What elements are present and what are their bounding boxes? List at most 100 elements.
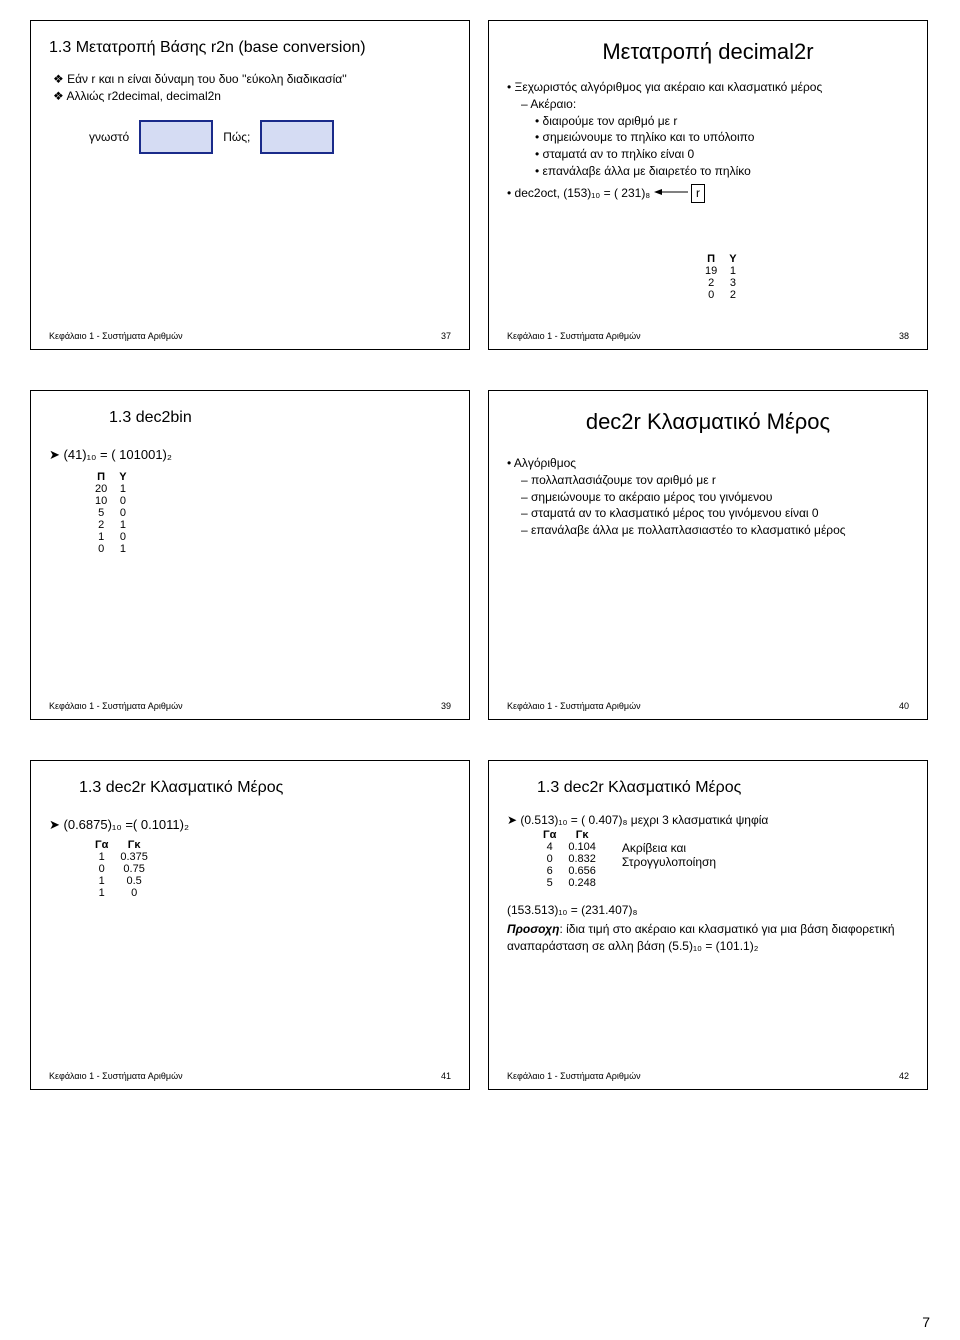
dash-item: σημειώνουμε το ακέραιο μέρος του γινόμεν… bbox=[521, 489, 909, 506]
blue-box bbox=[139, 120, 213, 154]
warn-text: : ίδια τιμή στο ακέραιο και κλασματικό γ… bbox=[507, 922, 895, 953]
cell: 0.832 bbox=[562, 853, 602, 865]
slide-number: 41 bbox=[441, 1071, 451, 1081]
footer-text: Κεφάλαιο 1 - Συστήματα Αριθμών bbox=[49, 1071, 183, 1081]
bullet-list: Αλγόριθμος bbox=[507, 455, 909, 472]
cell: 2 bbox=[89, 519, 113, 531]
dash-item: πολλαπλασιάζουμε τον αριθμό με r bbox=[521, 472, 909, 489]
col-header: Γα bbox=[89, 839, 114, 851]
division-table: ΠΥ 191 23 02 bbox=[699, 253, 743, 301]
col-header: Γκ bbox=[114, 839, 154, 851]
slide-number: 42 bbox=[899, 1071, 909, 1081]
row-1: 1.3 Μετατροπή Βάσης r2n (base conversion… bbox=[30, 20, 930, 350]
sub-list: διαιρούμε τον αριθμό με r σημειώνουμε το… bbox=[535, 113, 909, 180]
row-3: 1.3 dec2r Κλασματικό Μέρος ➤ (0.6875)₁₀ … bbox=[30, 760, 930, 1090]
col-header: Π bbox=[699, 253, 723, 265]
cell: 0 bbox=[537, 853, 562, 865]
sub-item: σταματά αν το πηλίκο είναι 0 bbox=[535, 146, 909, 163]
slide-41: 1.3 dec2r Κλασματικό Μέρος ➤ (0.6875)₁₀ … bbox=[30, 760, 470, 1090]
dash-list: Ακέραιο: bbox=[521, 96, 909, 113]
cell: 0.104 bbox=[562, 841, 602, 853]
table-side-wrap: ΓαΓκ 40.104 00.832 60.656 50.248 Ακρίβει… bbox=[507, 827, 909, 889]
cell: 19 bbox=[699, 265, 723, 277]
division-table: ΠΥ 201 100 50 21 10 01 bbox=[89, 471, 133, 555]
col-header: Υ bbox=[723, 253, 742, 265]
bullet-item: Αλλιώς r2decimal, decimal2n bbox=[53, 88, 451, 105]
row-2: 1.3 dec2bin ➤ (41)₁₀ = ( 101001)₂ ΠΥ 201… bbox=[30, 390, 930, 720]
slide-footer: Κεφάλαιο 1 - Συστήματα Αριθμών 38 bbox=[507, 331, 909, 341]
dash-item: Ακέραιο: bbox=[521, 96, 909, 113]
cell: 0 bbox=[89, 863, 114, 875]
slide-footer: Κεφάλαιο 1 - Συστήματα Αριθμών 42 bbox=[507, 1071, 909, 1081]
cell: 5 bbox=[89, 507, 113, 519]
cell: 20 bbox=[89, 483, 113, 495]
col-header: Γα bbox=[537, 829, 562, 841]
cell: 10 bbox=[89, 495, 113, 507]
expr-text: (41)₁₀ = ( 101001)₂ bbox=[64, 447, 172, 462]
cell: 4 bbox=[537, 841, 562, 853]
expr-text: dec2oct, (153)₁₀ = ( 231)₈ bbox=[515, 186, 651, 200]
slide-number: 37 bbox=[441, 331, 451, 341]
cell: 0.375 bbox=[114, 851, 154, 863]
how-label: Πώς; bbox=[223, 130, 250, 144]
footer-text: Κεφάλαιο 1 - Συστήματα Αριθμών bbox=[507, 331, 641, 341]
footer-text: Κεφάλαιο 1 - Συστήματα Αριθμών bbox=[507, 1071, 641, 1081]
dash-item: επανάλαβε άλλα με πολλαπλασιαστέο το κλα… bbox=[521, 522, 909, 539]
cell: 2 bbox=[699, 277, 723, 289]
slide-footer: Κεφάλαιο 1 - Συστήματα Αριθμών 40 bbox=[507, 701, 909, 711]
slide-footer: Κεφάλαιο 1 - Συστήματα Αριθμών 41 bbox=[49, 1071, 451, 1081]
expr-line: ➤ (41)₁₀ = ( 101001)₂ bbox=[49, 447, 451, 463]
sub-item: επανάλαβε άλλα με διαιρετέο το πηλίκο bbox=[535, 163, 909, 180]
page: 1.3 Μετατροπή Βάσης r2n (base conversion… bbox=[0, 0, 960, 1150]
footer-text: Κεφάλαιο 1 - Συστήματα Αριθμών bbox=[507, 701, 641, 711]
slide-40: dec2r Κλασματικό Μέρος Αλγόριθμος πολλαπ… bbox=[488, 390, 928, 720]
cell: 0.75 bbox=[114, 863, 154, 875]
cell: 5 bbox=[537, 877, 562, 889]
cell: 3 bbox=[723, 277, 742, 289]
expr-text: (0.513)₁₀ = ( 0.407)₈ μεχρι 3 κλασματικά… bbox=[520, 813, 768, 827]
slide-38: Μετατροπή decimal2r Ξεχωριστός αλγόριθμο… bbox=[488, 20, 928, 350]
cell: 0 bbox=[113, 495, 132, 507]
known-label: γνωστό bbox=[89, 130, 129, 144]
cell: 1 bbox=[89, 887, 114, 899]
bullet-list: Εάν r και n είναι δύναμη του δυο ''εύκολ… bbox=[53, 71, 451, 106]
slide-42: 1.3 dec2r Κλασματικό Μέρος ➤ (0.513)₁₀ =… bbox=[488, 760, 928, 1090]
mult-table: ΓαΓκ 10.375 00.75 10.5 10 bbox=[89, 839, 154, 899]
cell: 0.5 bbox=[114, 875, 154, 887]
cell: 0.656 bbox=[562, 865, 602, 877]
slide-footer: Κεφάλαιο 1 - Συστήματα Αριθμών 37 bbox=[49, 331, 451, 341]
expr-line: ➤ (0.513)₁₀ = ( 0.407)₈ μεχρι 3 κλασματι… bbox=[507, 813, 909, 827]
col-header: Γκ bbox=[562, 829, 602, 841]
arrow-icon bbox=[654, 185, 688, 202]
side-line: Στρογγυλοποίηση bbox=[622, 855, 716, 869]
expr-text: (0.6875)₁₀ =( 0.1011)₂ bbox=[64, 817, 190, 832]
expr-line: ➤ (0.6875)₁₀ =( 0.1011)₂ bbox=[49, 817, 451, 833]
cell: 6 bbox=[537, 865, 562, 877]
footer-text: Κεφάλαιο 1 - Συστήματα Αριθμών bbox=[49, 331, 183, 341]
flow-row: γνωστό Πώς; bbox=[89, 120, 451, 154]
cell: 1 bbox=[723, 265, 742, 277]
slide-37: 1.3 Μετατροπή Βάσης r2n (base conversion… bbox=[30, 20, 470, 350]
col-header: Π bbox=[89, 471, 113, 483]
slide-number: 38 bbox=[899, 331, 909, 341]
cell: 0 bbox=[89, 543, 113, 555]
expr-item: dec2oct, (153)₁₀ = ( 231)₈ r bbox=[507, 184, 909, 203]
dash-item: σταματά αν το κλασματικό μέρος του γινόμ… bbox=[521, 505, 909, 522]
cell: 1 bbox=[113, 543, 132, 555]
cell: 0 bbox=[113, 531, 132, 543]
slide-number: 39 bbox=[441, 701, 451, 711]
cell: 0.248 bbox=[562, 877, 602, 889]
cell: 0 bbox=[114, 887, 154, 899]
slide-39: 1.3 dec2bin ➤ (41)₁₀ = ( 101001)₂ ΠΥ 201… bbox=[30, 390, 470, 720]
cell: 1 bbox=[113, 483, 132, 495]
sub-item: σημειώνουμε το πηλίκο και το υπόλοιπο bbox=[535, 129, 909, 146]
warning-line: Προσοχη: ίδια τιμή στο ακέραιο και κλασμ… bbox=[507, 921, 909, 955]
cell: 1 bbox=[89, 875, 114, 887]
bullet-item: Εάν r και n είναι δύναμη του δυο ''εύκολ… bbox=[53, 71, 451, 88]
warn-label: Προσοχη bbox=[507, 922, 559, 936]
footer-text: Κεφάλαιο 1 - Συστήματα Αριθμών bbox=[49, 701, 183, 711]
bullet-list: Ξεχωριστός αλγόριθμος για ακέραιο και κλ… bbox=[507, 79, 909, 96]
slide-title: 1.3 dec2r Κλασματικό Μέρος bbox=[79, 779, 451, 797]
cell: 1 bbox=[89, 531, 113, 543]
bullet-item: Ξεχωριστός αλγόριθμος για ακέραιο και κλ… bbox=[507, 79, 909, 96]
